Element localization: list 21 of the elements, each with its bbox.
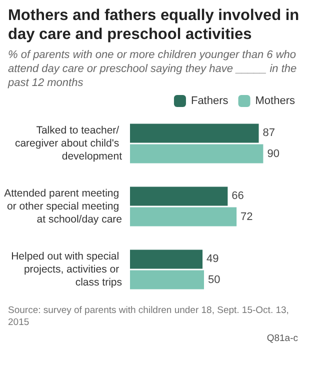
- bar: [130, 186, 228, 206]
- bar: [130, 270, 204, 290]
- data-label: 49: [206, 253, 219, 266]
- y-tick-label: Talked to teacher/ caregiver about child's development: [14, 124, 122, 162]
- data-label: 50: [208, 274, 220, 286]
- bar: [130, 207, 237, 226]
- legend-label: Fathers: [190, 95, 229, 107]
- data-label: 90: [267, 148, 280, 160]
- y-tick-label: Helped out with special projects, activities or class trips: [11, 250, 122, 288]
- data-label: 72: [240, 210, 253, 223]
- bar: [130, 124, 259, 143]
- chart-subtitle: % of parents with one or more children younger than 6 who attend day care or preschool saying they have _____ in the past 12 months: [6, 48, 298, 90]
- y-tick-label: Attended parent meeting or other special meeting at school/day care: [4, 188, 122, 226]
- chart-title: Mothers and fathers equally involved in day care and preschool activities: [7, 6, 300, 44]
- data-label: 87: [262, 127, 276, 140]
- source-note: Source: survey of parents with children under 18, Sept. 15-Oct. 13, 2015: [7, 305, 290, 329]
- text: Q81a-c: [266, 332, 299, 346]
- bar: [130, 250, 203, 269]
- legend-label: Mothers: [255, 95, 296, 107]
- bar: [130, 144, 264, 164]
- data-label: 66: [232, 190, 244, 202]
